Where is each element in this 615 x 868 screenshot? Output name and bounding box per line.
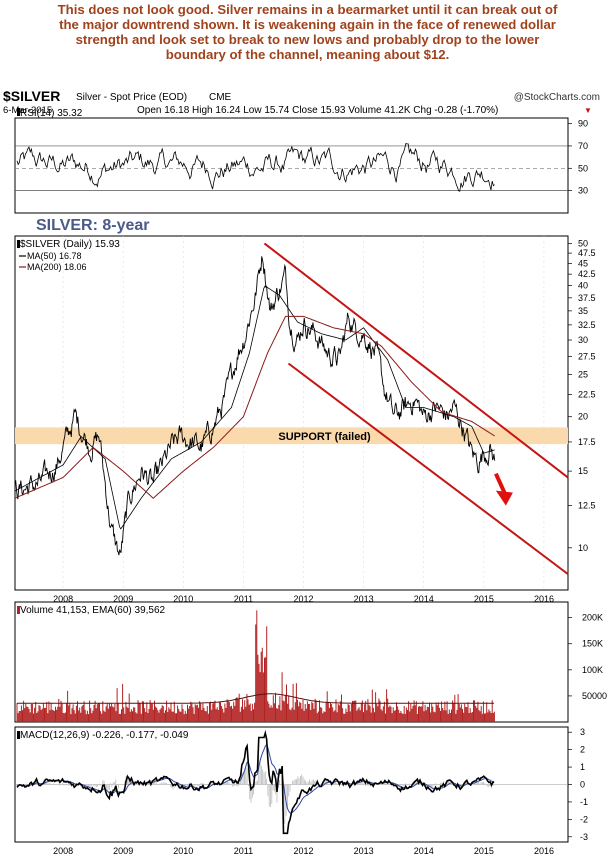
price-line <box>14 256 496 556</box>
volume-ema-line <box>17 693 494 704</box>
x-tick-label: 2016 <box>534 594 554 604</box>
exchange: CME <box>209 92 232 103</box>
price-tick-label: 45 <box>578 258 588 268</box>
quote-line: Open 16.18 High 16.24 Low 15.74 Close 15… <box>137 105 498 116</box>
x-tick-label: 2014 <box>414 594 434 604</box>
price-legend: $SILVER (Daily) 15.93 <box>20 239 120 250</box>
macd-legend: MACD(12,26,9) -0.226, -0.177, -0.049 <box>20 730 189 741</box>
x-tick-label: 2016 <box>534 846 554 856</box>
volume-tick-label: 200K <box>582 613 603 623</box>
down-arrow-icon <box>495 490 513 506</box>
macd-line <box>16 729 495 835</box>
forecast-arrow-shaft <box>494 472 507 495</box>
ma50-legend: MA(50) 16.78 <box>27 251 82 261</box>
rsi-tick-label: 70 <box>578 141 588 151</box>
commentary-line: boundary of the channel, meaning about $… <box>165 47 450 62</box>
commentary-line: This does not look good. Silver remains … <box>57 2 558 17</box>
macd-tick-label: 2 <box>580 745 585 755</box>
price-tick-label: 40 <box>578 281 588 291</box>
macd-tick-label: 0 <box>580 780 585 790</box>
x-tick-label: 2015 <box>474 594 494 604</box>
macd-tick-label: -3 <box>580 832 588 842</box>
macd-signal-line <box>16 743 495 814</box>
rsi-tick-label: 30 <box>578 186 588 196</box>
down-arrow-icon: ▼ <box>584 106 592 115</box>
price-tick-label: 32.5 <box>578 320 596 330</box>
chart-title: SILVER: 8-year <box>36 217 150 234</box>
price-tick-label: 47.5 <box>578 248 596 258</box>
macd-tick-label: -1 <box>580 797 588 807</box>
x-tick-label: 2015 <box>474 846 494 856</box>
price-legend-swatch <box>17 240 20 248</box>
volume-legend-swatch <box>17 606 20 614</box>
x-tick-label: 2008 <box>53 594 73 604</box>
volume-tick-label: 150K <box>582 639 603 649</box>
rsi-legend: RSI(14) 35.32 <box>20 108 83 119</box>
price-tick-label: 12.5 <box>578 501 596 511</box>
x-tick-label: 2011 <box>234 594 253 604</box>
price-tick-label: 15 <box>578 466 588 476</box>
volume-tick-label: 100K <box>582 665 603 675</box>
price-tick-label: 30 <box>578 335 588 345</box>
price-tick-label: 27.5 <box>578 351 596 361</box>
x-tick-label: 2009 <box>113 594 133 604</box>
price-tick-label: 20 <box>578 412 588 422</box>
x-tick-label: 2009 <box>113 846 133 856</box>
rsi-legend-swatch <box>17 108 20 116</box>
chart-date: 6-Mar-2015 <box>3 105 52 116</box>
vol-panel-frame <box>14 601 569 723</box>
commentary-line: the major downtrend shown. It is weakeni… <box>59 17 556 32</box>
macd-tick-label: 3 <box>580 727 585 737</box>
x-tick-label: 2012 <box>294 594 314 604</box>
rsi-panel-frame <box>14 117 569 214</box>
price-tick-label: 35 <box>578 306 588 316</box>
price-tick-label: 50 <box>578 238 588 248</box>
price-tick-label: 42.5 <box>578 269 596 279</box>
symbol: $SILVER <box>3 88 60 104</box>
macd-tick-label: 1 <box>580 762 585 772</box>
macd-tick-label: -2 <box>580 814 588 824</box>
support-band <box>15 427 568 445</box>
x-tick-label: 2011 <box>234 846 253 856</box>
channel-lower-line <box>287 362 569 575</box>
volume-tick-label: 50000 <box>582 691 607 701</box>
x-tick-label: 2014 <box>414 846 434 856</box>
volume-legend: Volume 41,153, EMA(60) 39,562 <box>20 605 166 616</box>
x-tick-label: 2013 <box>354 594 374 604</box>
x-tick-label: 2013 <box>354 846 374 856</box>
price-tick-label: 22.5 <box>578 389 596 399</box>
support-label: SUPPORT (failed) <box>278 431 371 443</box>
x-tick-label: 2010 <box>173 594 193 604</box>
channel-upper-line <box>263 242 569 479</box>
commentary-line: strength and look set to break to new lo… <box>75 32 540 47</box>
macd-legend-swatch <box>17 731 20 739</box>
rsi-line <box>16 142 495 192</box>
source: @StockCharts.com <box>514 92 600 103</box>
price-tick-label: 10 <box>578 543 588 553</box>
rsi-tick-label: 50 <box>578 163 588 173</box>
price-tick-label: 37.5 <box>578 293 596 303</box>
ma200-legend: MA(200) 18.06 <box>27 262 87 272</box>
instrument-name: Silver - Spot Price (EOD) <box>76 92 187 103</box>
price-panel-frame <box>14 235 569 591</box>
x-tick-label: 2008 <box>53 846 73 856</box>
x-tick-label: 2012 <box>294 846 314 856</box>
x-tick-label: 2010 <box>173 846 193 856</box>
ma200-line <box>14 315 495 499</box>
price-tick-label: 25 <box>578 370 588 380</box>
commentary: This does not look good. Silver remains … <box>0 2 615 62</box>
rsi-tick-label: 90 <box>578 119 588 129</box>
price-tick-label: 17.5 <box>578 437 596 447</box>
